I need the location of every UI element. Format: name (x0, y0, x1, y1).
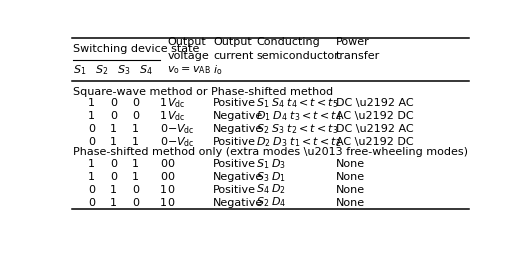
Text: 0: 0 (110, 111, 117, 121)
Text: 0: 0 (167, 172, 174, 182)
Text: $S_4\; D_2$: $S_4\; D_2$ (256, 183, 286, 197)
Text: $S_1\; S_4\; t_4 < t < t_5$: $S_1\; S_4\; t_4 < t < t_5$ (256, 96, 339, 110)
Text: 1: 1 (88, 172, 95, 182)
Text: None: None (336, 159, 365, 169)
Text: 0: 0 (110, 159, 117, 169)
Text: 0: 0 (132, 198, 139, 208)
Text: Positive: Positive (213, 98, 256, 108)
Text: Output
current: Output current (213, 38, 253, 61)
Text: 1: 1 (132, 159, 139, 169)
Text: Square-wave method or Phase-shifted method: Square-wave method or Phase-shifted meth… (73, 87, 334, 97)
Text: Negative: Negative (213, 198, 263, 208)
Text: Positive: Positive (213, 159, 256, 169)
Text: 0: 0 (110, 98, 117, 108)
Text: Positive: Positive (213, 185, 256, 195)
Text: 0: 0 (132, 185, 139, 195)
Text: Positive: Positive (213, 137, 256, 147)
Text: DC \u2192 AC: DC \u2192 AC (336, 124, 414, 134)
Text: 1: 1 (132, 124, 139, 134)
Text: $i_{\mathrm{o}}$: $i_{\mathrm{o}}$ (213, 63, 223, 77)
Text: 1: 1 (110, 124, 117, 134)
Text: $v_{\mathrm{o}} = v_{\mathrm{AB}}$: $v_{\mathrm{o}} = v_{\mathrm{AB}}$ (167, 64, 211, 76)
Text: 0: 0 (132, 98, 139, 108)
Text: $S_2$: $S_2$ (95, 63, 108, 77)
Text: 0: 0 (160, 137, 167, 147)
Text: Power
transfer: Power transfer (336, 38, 380, 61)
Text: 1: 1 (132, 172, 139, 182)
Text: $S_2\; D_4$: $S_2\; D_4$ (256, 196, 287, 210)
Text: $S_4$: $S_4$ (139, 63, 153, 77)
Text: $-V_{\mathrm{dc}}$: $-V_{\mathrm{dc}}$ (167, 122, 195, 136)
Text: 1: 1 (88, 98, 95, 108)
Text: Negative: Negative (213, 111, 263, 121)
Text: Switching device state: Switching device state (73, 44, 200, 54)
Text: $V_{\mathrm{dc}}$: $V_{\mathrm{dc}}$ (167, 96, 186, 110)
Text: 0: 0 (88, 198, 95, 208)
Text: Phase-shifted method only (extra modes \u2013 free-wheeling modes): Phase-shifted method only (extra modes \… (73, 147, 468, 157)
Text: AC \u2192 DC: AC \u2192 DC (336, 111, 414, 121)
Text: 1: 1 (160, 198, 167, 208)
Text: 0: 0 (110, 172, 117, 182)
Text: DC \u2192 AC: DC \u2192 AC (336, 98, 414, 108)
Text: $S_1\; D_3$: $S_1\; D_3$ (256, 157, 286, 171)
Text: 0: 0 (88, 124, 95, 134)
Text: 0: 0 (160, 159, 167, 169)
Text: $D_1\; D_4\; t_3 < t < t_4$: $D_1\; D_4\; t_3 < t < t_4$ (256, 109, 342, 123)
Text: 1: 1 (160, 185, 167, 195)
Text: 0: 0 (88, 137, 95, 147)
Text: Conducting
semiconductor: Conducting semiconductor (256, 38, 339, 61)
Text: $S_2\; S_3\; t_2 < t < t_3$: $S_2\; S_3\; t_2 < t < t_3$ (256, 122, 339, 136)
Text: Negative: Negative (213, 124, 263, 134)
Text: $S_1$: $S_1$ (73, 63, 86, 77)
Text: Output
voltage: Output voltage (167, 38, 209, 61)
Text: 1: 1 (88, 159, 95, 169)
Text: $S_3$: $S_3$ (117, 63, 130, 77)
Text: $-V_{\mathrm{dc}}$: $-V_{\mathrm{dc}}$ (167, 135, 195, 149)
Text: 1: 1 (110, 137, 117, 147)
Text: 0: 0 (160, 172, 167, 182)
Text: 1: 1 (110, 198, 117, 208)
Text: 0: 0 (132, 111, 139, 121)
Text: 1: 1 (160, 111, 167, 121)
Text: AC \u2192 DC: AC \u2192 DC (336, 137, 414, 147)
Text: 0: 0 (167, 185, 174, 195)
Text: $S_3\; D_1$: $S_3\; D_1$ (256, 170, 286, 184)
Text: 0: 0 (167, 159, 174, 169)
Text: 1: 1 (88, 111, 95, 121)
Text: 0: 0 (160, 124, 167, 134)
Text: 1: 1 (160, 98, 167, 108)
Text: $V_{\mathrm{dc}}$: $V_{\mathrm{dc}}$ (167, 109, 186, 123)
Text: 1: 1 (132, 137, 139, 147)
Text: None: None (336, 185, 365, 195)
Text: None: None (336, 172, 365, 182)
Text: Negative: Negative (213, 172, 263, 182)
Text: 0: 0 (167, 198, 174, 208)
Text: $D_2\; D_3\; t_1 < t < t_2$: $D_2\; D_3\; t_1 < t < t_2$ (256, 135, 342, 149)
Text: 1: 1 (110, 185, 117, 195)
Text: 0: 0 (88, 185, 95, 195)
Text: None: None (336, 198, 365, 208)
